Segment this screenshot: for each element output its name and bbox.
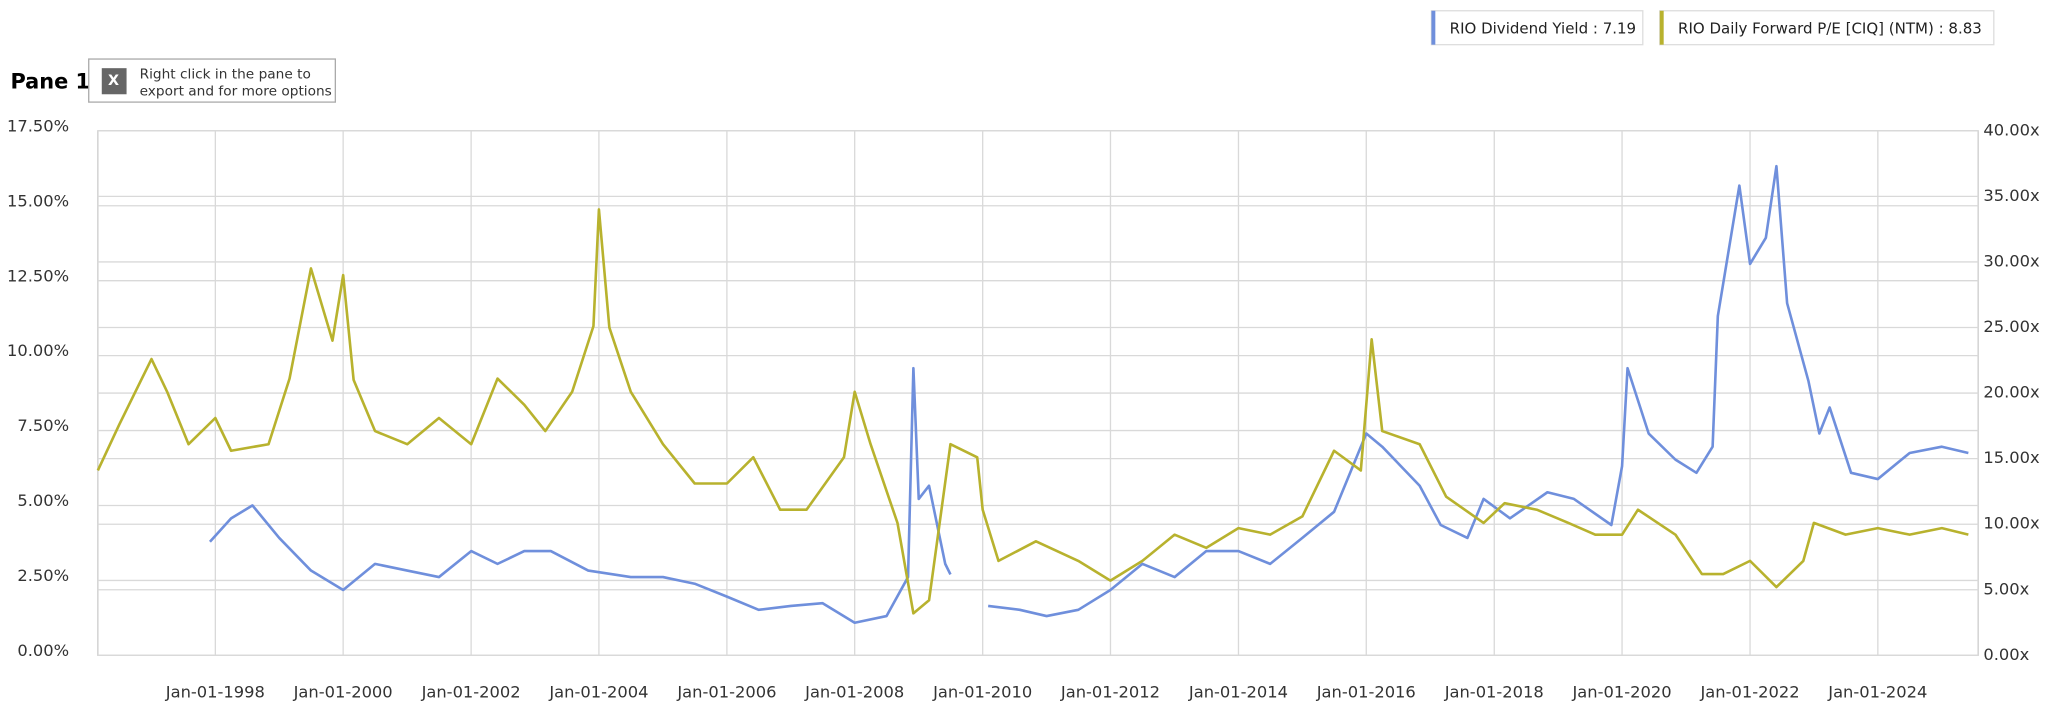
x-tick-label: Jan-01-2004 [548,683,648,702]
x-tick-label: Jan-01-2014 [1188,683,1288,702]
x-tick-label: Jan-01-2008 [804,683,904,702]
note-line: Right click in the pane to [140,67,311,83]
y2-tick-label: 15.00x [1983,448,2040,467]
y2-tick-label: 30.00x [1983,251,2040,270]
y2-tick-label: 5.00x [1983,579,2029,598]
y-tick-label: 2.50% [17,566,69,585]
legend-box [1430,10,1644,46]
y-tick-label: 10.00% [7,341,69,360]
y-tick-label: 7.50% [17,416,69,435]
y2-tick-label: 10.00x [1983,514,2040,533]
x-tick-label: Jan-01-2018 [1444,683,1544,702]
y-tick-label: 17.50% [7,116,69,135]
y2-tick-label: 25.00x [1983,317,2040,336]
grid [97,130,1979,657]
x-tick-label: Jan-01-1998 [165,683,265,702]
x-tick-label: Jan-01-2000 [293,683,393,702]
y-tick-label: 5.00% [17,491,69,510]
x-tick-label: Jan-01-2016 [1316,683,1416,702]
legend-item: RIO Dividend Yield : 7.19 [1430,10,1644,46]
y2-tick-label: 35.00x [1983,186,2040,205]
note-box [88,58,336,103]
legend-swatch [1659,10,1664,45]
y2-tick-label: 0.00x [1983,645,2029,664]
series-line [96,208,1969,615]
legend-box [1659,10,1995,46]
y-tick-label: 15.00% [7,191,69,210]
x-tick-label: Jan-01-2006 [676,683,776,702]
legend-label: RIO Daily Forward P/E [CIQ] (NTM) : 8.83 [1678,20,1982,38]
export-note[interactable]: X Right click in the pane to export and … [88,58,336,103]
x-tick-label: Jan-01-2022 [1699,683,1799,702]
x-tick-label: Jan-01-2020 [1571,683,1671,702]
y-tick-label: 12.50% [7,266,69,285]
y2-tick-label: 40.00x [1983,120,2040,139]
legend-label: RIO Dividend Yield : 7.19 [1450,20,1636,38]
legend-item: RIO Daily Forward P/E [CIQ] (NTM) : 8.83 [1659,10,1995,46]
x-tick-label: Jan-01-2012 [1060,683,1160,702]
legend-swatch [1431,10,1436,45]
x-tick-label: Jan-01-2024 [1827,683,1927,702]
y2-tick-label: 20.00x [1983,383,2040,402]
pane-label: Pane 1 [10,70,90,94]
x-tick-label: Jan-01-2002 [421,683,521,702]
excel-icon [101,68,127,95]
icon-glyph: X [108,73,119,89]
note-line: export and for more options [140,84,332,100]
x-tick-label: Jan-01-2010 [932,683,1032,702]
series-line [208,164,1969,625]
y-tick-label: 0.00% [17,641,69,660]
